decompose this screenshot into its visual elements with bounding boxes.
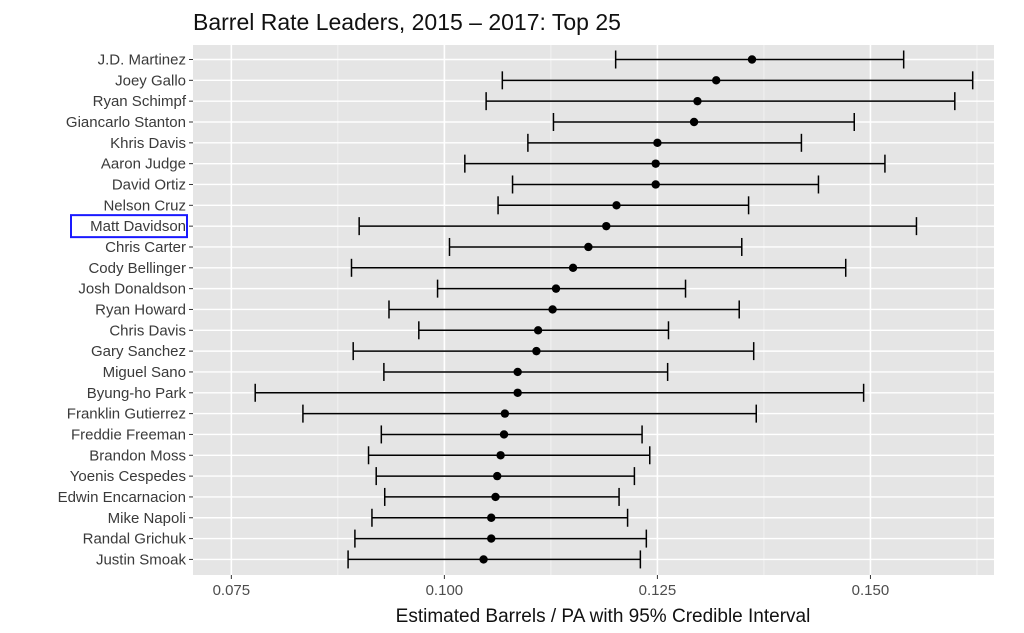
chart-title: Barrel Rate Leaders, 2015 – 2017: Top 25: [193, 9, 621, 35]
interval-yoenis-cespedes: [375, 467, 636, 486]
x-axis-label: Estimated Barrels / PA with 95% Credible…: [396, 606, 811, 627]
interval-chris-carter: [448, 237, 743, 256]
estimate-point: [548, 305, 557, 314]
y-tick-label: Edwin Encarnacion: [58, 489, 186, 506]
y-tick-label: Ryan Howard: [95, 301, 186, 318]
y-tick-label: Chris Carter: [105, 239, 186, 256]
y-tick-label: Aaron Judge: [101, 156, 186, 173]
y-tick-label: Yoenis Cespedes: [70, 468, 186, 485]
y-tick-label: Khris Davis: [110, 135, 186, 152]
x-tick-label: 0.075: [213, 582, 251, 599]
estimate-point: [651, 159, 660, 168]
y-tick-label: Josh Donaldson: [78, 281, 186, 298]
y-tick-label: Gary Sanchez: [91, 343, 186, 360]
y-tick-label: Mike Napoli: [108, 510, 186, 527]
estimate-point: [513, 367, 522, 377]
y-tick-label: Justin Smoak: [96, 551, 187, 568]
y-tick-label: Nelson Cruz: [103, 197, 186, 214]
estimate-point: [568, 263, 578, 272]
estimate-point: [693, 96, 702, 106]
interval-khris-davis: [527, 133, 803, 152]
y-tick-label: Chris Davis: [109, 322, 186, 339]
interval-cody-bellinger: [350, 258, 847, 277]
interval-matt-davidson: [358, 217, 918, 236]
y-tick-label: Freddie Freeman: [71, 426, 186, 443]
interval-j-d-martinez: [614, 50, 905, 69]
y-tick-label: Cody Bellinger: [88, 260, 186, 277]
y-tick-label: Joey Gallo: [115, 72, 186, 89]
interval-byung-ho-park: [254, 383, 865, 402]
interval-randal-grichuk: [354, 529, 648, 548]
interval-nelson-cruz: [497, 196, 750, 215]
x-tick-label: 0.100: [426, 582, 464, 599]
estimate-point: [496, 451, 505, 460]
interval-franklin-gutierrez: [302, 404, 758, 423]
estimate-point: [651, 180, 660, 189]
interval-chris-davis: [418, 321, 670, 340]
interval-david-ortiz: [511, 175, 820, 194]
interval-ryan-schimpf: [485, 92, 956, 111]
y-tick-label: Brandon Moss: [89, 447, 186, 464]
y-axis: J.D. Martinez Joey Gallo Ryan Schimpf Gianc…: [58, 52, 193, 568]
estimate-point: [602, 221, 611, 231]
estimate-point: [487, 513, 496, 522]
y-tick-label: Matt Davidson: [90, 218, 186, 235]
interval-josh-donaldson: [436, 279, 687, 298]
interval-gary-sanchez: [352, 342, 755, 361]
y-tick-label: Miguel Sano: [103, 364, 186, 381]
interval-brandon-moss: [367, 446, 651, 465]
estimate-point: [493, 471, 502, 481]
estimate-point: [689, 117, 699, 127]
estimate-point: [712, 76, 721, 85]
estimate-point: [533, 326, 543, 335]
estimate-point: [551, 284, 561, 293]
estimate-point: [612, 201, 621, 210]
highlight-box: [70, 214, 188, 239]
interval-justin-smoak: [347, 550, 642, 569]
estimate-point: [491, 492, 500, 502]
y-tick-label: David Ortiz: [112, 176, 186, 193]
estimate-point: [500, 409, 510, 418]
interval-miguel-sano: [383, 362, 669, 381]
interval-joey-gallo: [501, 71, 974, 90]
y-tick-label: Giancarlo Stanton: [66, 114, 186, 131]
x-tick-label: 0.150: [852, 582, 890, 599]
y-tick-label: J.D. Martinez: [98, 52, 186, 69]
estimate-point: [653, 138, 662, 148]
interval-series: [254, 50, 974, 569]
estimate-point: [513, 388, 522, 397]
interval-ryan-howard: [388, 300, 740, 319]
interval-giancarlo-stanton: [552, 112, 856, 131]
y-tick-label: Randal Grichuk: [83, 531, 187, 548]
x-tick-label: 0.125: [639, 582, 677, 599]
estimate-point: [479, 555, 488, 564]
y-tick-label: Franklin Gutierrez: [67, 406, 186, 423]
estimate-point: [747, 55, 757, 64]
x-axis: 0.075 0.100 0.125 0.150: [213, 575, 890, 599]
estimate-point: [487, 534, 496, 543]
interval-freddie-freeman: [380, 425, 643, 444]
y-tick-label: Byung-ho Park: [87, 385, 187, 402]
estimate-point: [584, 242, 593, 252]
interval-edwin-encarnacion: [383, 487, 620, 506]
interval-mike-napoli: [371, 508, 629, 527]
interval-aaron-judge: [464, 154, 886, 173]
estimate-point: [532, 346, 541, 356]
estimate-point: [499, 430, 509, 439]
y-tick-label: Ryan Schimpf: [93, 93, 187, 110]
